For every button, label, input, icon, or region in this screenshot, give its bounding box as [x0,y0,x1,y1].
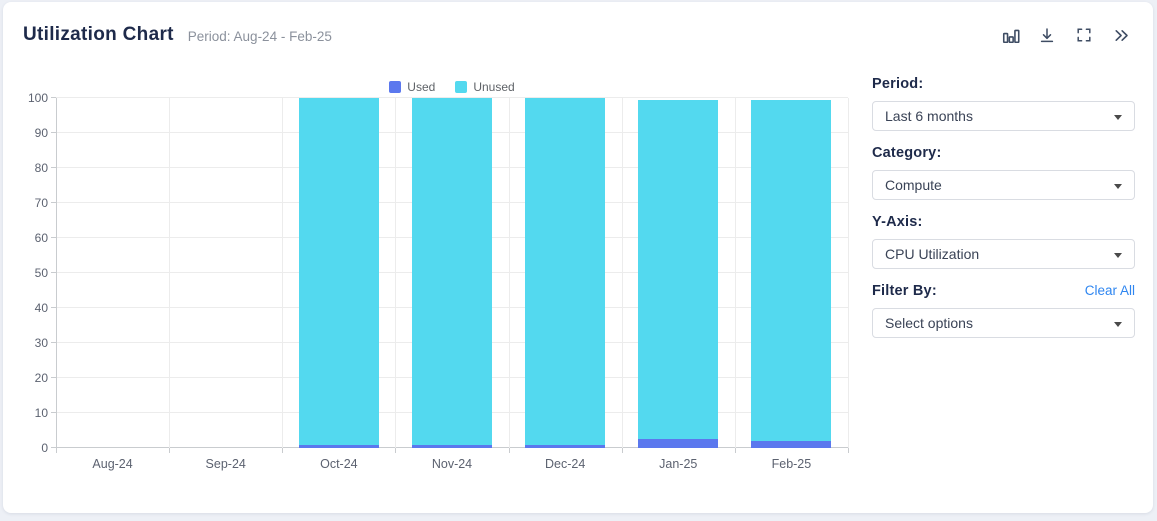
x-tick-label: Nov-24 [431,457,473,471]
bar-segment-unused[interactable] [751,99,832,441]
category-group: Category: Compute [872,145,1135,200]
filter-select-value: Select options [885,315,973,331]
legend-swatch-icon [455,81,468,93]
legend-item-used[interactable]: Used [389,80,435,94]
clear-all-link[interactable]: Clear All [1084,283,1135,298]
download-button[interactable] [1037,25,1057,45]
plot-area [51,97,849,453]
plot-wrap: 0 10 20 30 40 50 60 70 80 90 100 [23,91,849,455]
legend-swatch-icon [389,81,402,93]
y-tick-label: 50 [34,266,48,280]
bar-column-sep-24 [169,98,282,448]
header-toolbar [1000,25,1131,45]
x-tick-label: Feb-25 [771,457,812,471]
double-chevron-right-icon [1114,29,1128,41]
bar-segment-used[interactable] [298,444,379,448]
y-tick-label: 30 [34,336,48,350]
stacked-bar[interactable] [751,98,832,448]
collapse-panel-button[interactable] [1111,25,1131,45]
y-tick-label: 10 [34,406,48,420]
legend-label: Used [407,80,436,94]
stacked-bar[interactable] [638,98,719,448]
bar-segment-used[interactable] [525,444,606,448]
download-icon [1040,28,1054,43]
period-label: Period: [872,76,924,92]
chart-section: Used Unused 0 10 20 30 40 50 60 70 80 90 100 Aug-24… [23,76,849,475]
stacked-bar[interactable] [298,98,379,448]
page-title: Utilization Chart [23,24,174,45]
y-tick-label: 80 [34,161,48,175]
x-tick-label: Jan-25 [659,457,698,471]
bar-segment-used[interactable] [751,441,832,448]
y-tick-label: 40 [34,301,48,315]
y-tick-label: 0 [41,441,48,455]
controls-panel: Period: Last 6 months Category: Compute … [872,76,1135,475]
bar-segment-unused[interactable] [638,99,719,440]
bar-column-jan-25 [622,98,735,448]
bar-segment-used[interactable] [411,444,492,448]
period-select-value: Last 6 months [885,108,973,124]
yaxis-group: Y-Axis: CPU Utilization [872,214,1135,269]
stacked-bar[interactable] [411,98,492,448]
yaxis-select[interactable]: CPU Utilization [872,239,1135,269]
bar-segment-unused[interactable] [525,98,606,445]
main-content: Used Unused 0 10 20 30 40 50 60 70 80 90 100 Aug-24… [3,76,1153,475]
category-select-value: Compute [885,177,942,193]
x-axis-labels: Aug-24 Sep-24 Oct-24 Nov-24 Dec-24 Jan-25 Feb-… [56,457,848,475]
caret-down-icon [1114,321,1122,327]
caret-down-icon [1114,183,1122,189]
category-select[interactable]: Compute [872,170,1135,200]
x-tick-label: Dec-24 [544,457,586,471]
fullscreen-button[interactable] [1074,25,1094,45]
bar-column-nov-24 [395,98,508,448]
caret-down-icon [1114,114,1122,120]
chart-legend: Used Unused [56,76,848,98]
x-tick-label: Aug-24 [92,457,133,471]
yaxis-select-value: CPU Utilization [885,246,980,262]
yaxis-label: Y-Axis: [872,214,923,230]
period-select[interactable]: Last 6 months [872,101,1135,131]
caret-down-icon [1114,252,1122,258]
period-group: Period: Last 6 months [872,76,1135,131]
filter-label: Filter By: [872,283,937,299]
legend-label: Unused [473,80,515,94]
y-tick-label: 70 [34,196,48,210]
utilization-chart-card: Utilization Chart Period: Aug-24 - Feb-2… [3,2,1153,513]
legend-item-unused[interactable]: Unused [455,80,515,94]
y-tick-label: 60 [34,231,48,245]
fullscreen-icon [1077,28,1091,42]
y-tick-label: 20 [34,371,48,385]
filter-group: Filter By: Clear All Select options [872,283,1135,338]
bar-segment-unused[interactable] [411,98,492,445]
chart-view-button[interactable] [1000,25,1020,45]
x-tick-label: Oct-24 [320,457,358,471]
period-subtitle: Period: Aug-24 - Feb-25 [187,28,332,44]
category-label: Category: [872,145,942,161]
bar-segment-used[interactable] [638,439,719,448]
y-tick-label: 90 [34,126,48,140]
filter-select[interactable]: Select options [872,308,1135,338]
x-tick-label: Sep-24 [205,457,246,471]
filter-label-row: Filter By: Clear All [872,283,1135,299]
bar-column-feb-25 [735,98,848,448]
card-header: Utilization Chart Period: Aug-24 - Feb-2… [3,2,1153,46]
bar-segment-unused[interactable] [298,98,379,445]
bar-column-dec-24 [509,98,622,448]
y-tick-label: 100 [27,91,48,105]
stacked-bar[interactable] [525,98,606,448]
bar-column-oct-24 [282,98,395,448]
y-axis-labels: 0 10 20 30 40 50 60 70 80 90 100 [23,91,56,455]
bar-chart-icon [1002,29,1020,43]
bar-column-aug-24 [56,98,169,448]
